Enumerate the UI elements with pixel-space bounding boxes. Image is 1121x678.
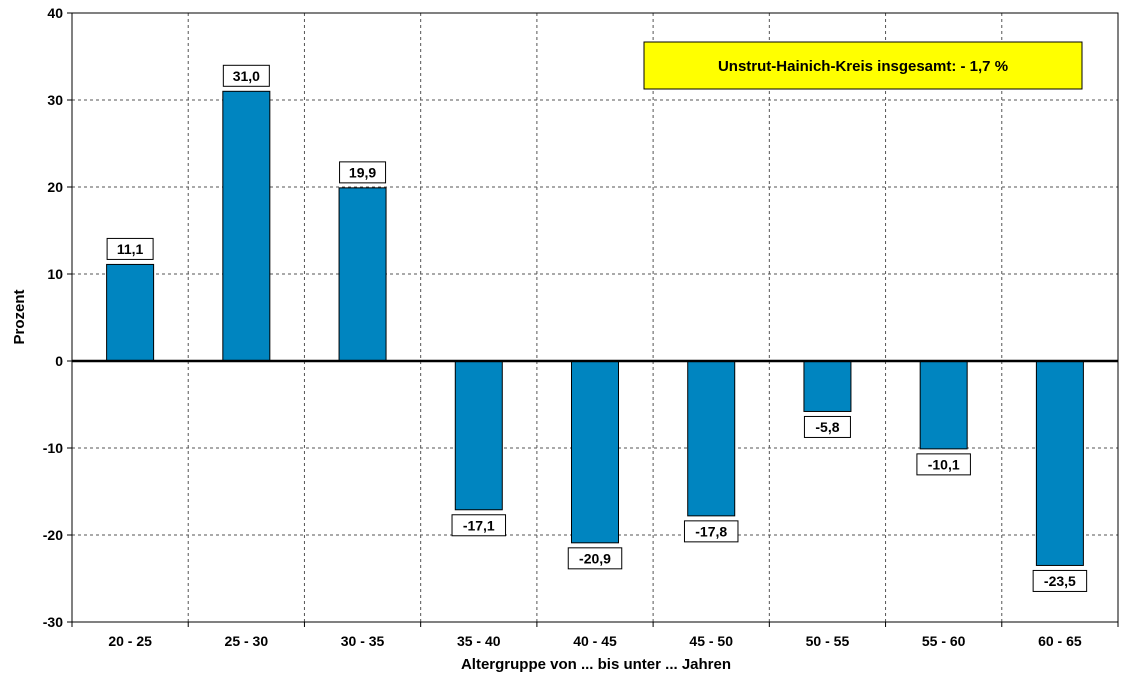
data-label-box (222, 64, 270, 87)
y-tick-label: -20 (43, 527, 63, 543)
y-tick-label: 0 (55, 353, 63, 369)
data-label-box (567, 547, 623, 570)
data-label: -10,1 (928, 456, 960, 472)
y-tick-label: 30 (47, 92, 63, 108)
x-tick-label: 45 - 50 (689, 633, 733, 649)
data-label: 31,0 (233, 68, 260, 84)
total-annotation: Unstrut-Hainich-Kreis insgesamt: - 1,7 % (643, 41, 1083, 90)
x-axis-title: Altergruppe von ... bis unter ... Jahren (461, 656, 731, 673)
x-tick-label: 25 - 30 (225, 633, 269, 649)
y-tick-label: 20 (47, 179, 63, 195)
x-tick-label: 55 - 60 (922, 633, 966, 649)
data-labels: 11,1 31,0 19,9 -17,1 -20,9 -17,8 -5,8 -10,1 -23,… (106, 64, 1088, 592)
x-axis-ticks: 20 - 25 25 - 30 30 - 35 35 - 40 40 - 45 45 - … (71, 622, 1119, 649)
x-tick-label: 20 - 25 (108, 633, 152, 649)
data-label: -5,8 (815, 419, 839, 435)
data-label-box (1032, 569, 1088, 592)
data-label-box (916, 453, 971, 476)
y-tick-label: -10 (43, 440, 63, 456)
x-tick-label: 60 - 65 (1038, 633, 1082, 649)
bar (803, 360, 852, 412)
data-label-box (803, 415, 851, 438)
data-label-box (451, 514, 507, 537)
y-tick-label: 40 (47, 5, 63, 21)
y-tick-label: 10 (47, 266, 63, 282)
bar (687, 360, 736, 517)
x-tick-label: 50 - 55 (806, 633, 850, 649)
data-label: 19,9 (349, 164, 376, 180)
data-label: -17,1 (463, 517, 495, 533)
bar (338, 187, 387, 362)
data-label: -23,5 (1044, 573, 1076, 589)
data-label-box (106, 237, 154, 260)
bars (106, 90, 1084, 566)
data-label-box (339, 161, 387, 184)
bar (571, 360, 619, 544)
x-tick-label: 30 - 35 (341, 633, 385, 649)
data-label: -17,8 (695, 523, 727, 539)
bar (106, 263, 155, 362)
y-axis-ticks: -30 -20 -10 0 10 20 30 40 (43, 5, 72, 630)
data-label: -20,9 (579, 550, 611, 566)
data-label: 11,1 (117, 241, 144, 257)
annotation-text: Unstrut-Hainich-Kreis insgesamt: - 1,7 % (718, 58, 1008, 75)
y-axis-title: Prozent (11, 289, 28, 344)
bar (1035, 360, 1084, 566)
data-label-box (683, 520, 739, 543)
plot-area (71, 12, 1119, 623)
bar (222, 90, 271, 362)
bar (919, 360, 968, 450)
annotation-box (643, 41, 1083, 90)
bar (454, 360, 503, 511)
x-tick-label: 35 - 40 (457, 633, 501, 649)
y-tick-label: -30 (43, 614, 63, 630)
x-tick-label: 40 - 45 (573, 633, 617, 649)
